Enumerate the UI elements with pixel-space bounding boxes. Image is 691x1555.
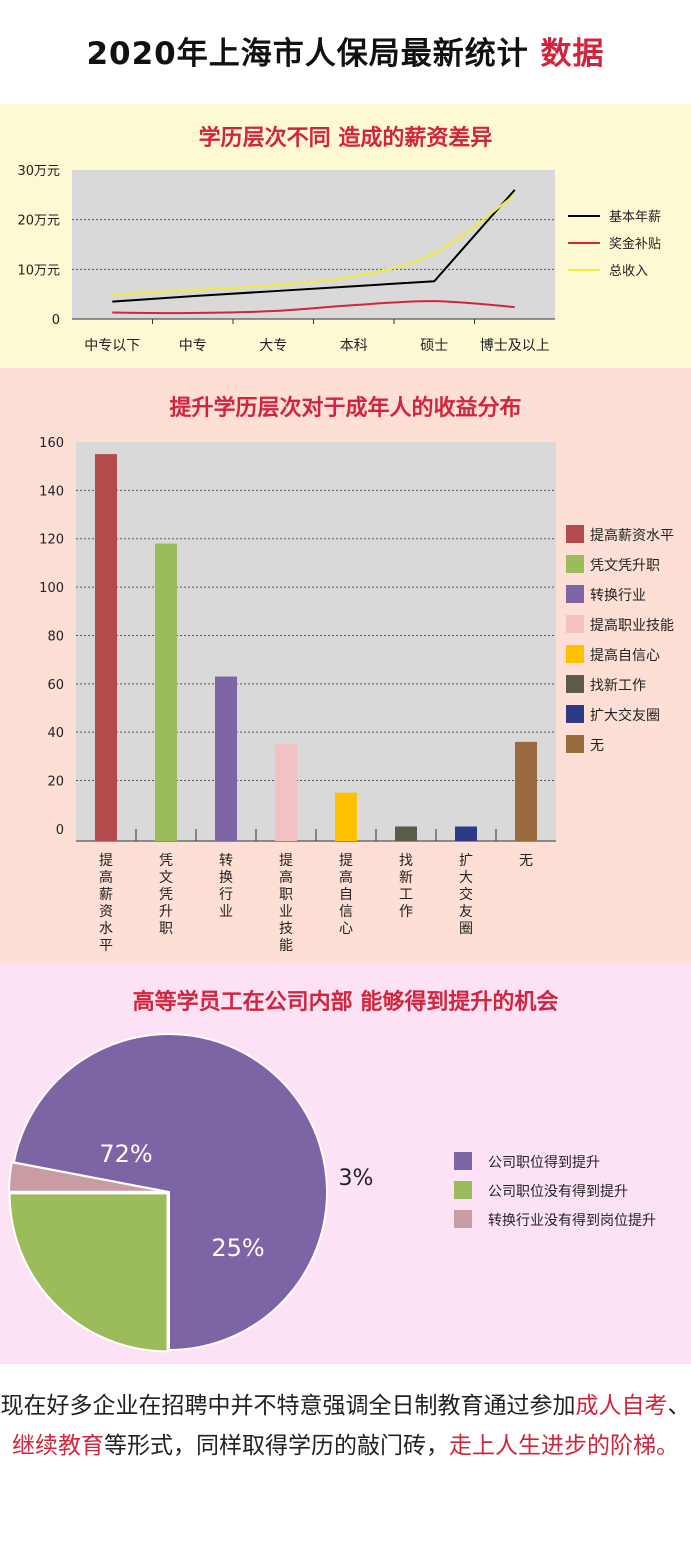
x-tick-label: 本科 [340,338,368,354]
y-tick-label: 30万元 [17,164,60,179]
slice-label: 72% [99,1140,152,1168]
y-tick-label: 20 [47,775,64,790]
promotion-pie-chart: 72% 公司职位得到提升 25% 公司职位没有得到提升 3% 转换行业没有得到岗位提升 [8,1033,656,1353]
legend-swatch [454,1181,472,1199]
footer-highlight-2: 继续教育 [12,1433,104,1459]
y-tick-label: 60 [47,678,64,693]
footer-highlight-1: 成人自考 [575,1393,668,1419]
title-highlight: 数据 [540,36,605,72]
pie-slice [8,1192,169,1353]
y-tick-label: 160 [39,436,64,451]
x-tick-label: 大专 [259,338,287,354]
slice-label: 25% [211,1234,264,1262]
legend-label: 找新工作 [590,678,646,694]
x-tick-label: 提高自信心 [339,853,353,937]
bar [215,676,237,841]
legend-label: 提高自信心 [590,647,660,664]
bar [515,741,537,841]
x-tick-label: 无 [519,853,533,869]
footer-part-2: 、 [667,1393,691,1419]
y-tick-label: 140 [39,484,64,499]
legend-swatch [566,555,584,573]
legend-label: 提高薪资水平 [590,527,674,544]
series-line [112,194,516,296]
y-tick-label: 0 [52,313,60,328]
plot-area [76,442,556,841]
legend-label: 凭文凭升职 [590,558,660,574]
salary-difference-section: 学历层次不同 造成的薪资差异 0 10万元 20万元 30万元中专以下 中专 大专 本科 硕士… [0,104,691,368]
legend-swatch [566,585,584,603]
series-line [112,300,515,315]
x-tick-label: 提高职业技能 [279,853,293,954]
pie-slice [8,1161,168,1193]
footer-text: 现在好多企业在招聘中并不特意强调全日制教育通过参加成人自考、继续教育等形式，同样… [0,1386,691,1466]
x-tick-label: 凭文凭升职 [159,853,173,937]
legend-swatch [566,735,584,753]
legend-label: 扩大交友圈 [590,707,660,724]
x-tick-label: 中专 [179,338,207,354]
footer-part-1: 现在好多企业在招聘中并不特意强调全日制教育通过参加 [0,1393,576,1419]
x-tick-label: 扩大交友圈 [459,853,473,937]
x-tick-label: 博士及以上 [480,337,550,354]
legend-swatch [566,645,584,663]
y-tick-label: 120 [39,533,64,548]
pie-slice [12,1033,328,1352]
legend-swatch [566,675,584,693]
legend-label: 转换行业没有得到岗位提升 [488,1212,656,1229]
legend-label: 公司职位得到提升 [488,1154,600,1171]
bar [275,744,297,841]
x-tick-label: 中专以下 [84,338,140,354]
footer-highlight-3: 走上人生进步的阶梯。 [449,1433,679,1459]
x-tick-label: 转换行业 [219,853,233,920]
bar [95,454,117,841]
legend-swatch [566,705,584,723]
plot-area [72,170,555,319]
series-line [112,189,516,303]
legend-swatch [454,1152,472,1170]
legend-label: 总收入 [609,264,648,279]
legend-swatch [566,615,584,633]
y-tick-label: 80 [47,629,64,644]
legend-label: 基本年薪 [609,210,661,225]
x-tick-label: 找新工作 [399,853,413,920]
line-chart-title: 学历层次不同 造成的薪资差异 [198,126,493,151]
y-tick-label: 10万元 [17,263,60,278]
bar [155,543,177,841]
bar [395,826,417,841]
legend-swatch [454,1210,472,1228]
pie-chart-title: 高等学员工在公司内部 能够得到提升的机会 [132,990,559,1015]
page-title: 2020年上海市人保局最新统计 数据 [0,28,691,73]
bar [455,826,477,841]
x-tick-label: 提高薪资水平 [99,853,113,954]
legend-label: 提高职业技能 [590,617,674,634]
legend-label: 无 [590,738,604,754]
slice-label: 3% [339,1166,374,1191]
y-tick-label: 40 [47,726,64,741]
y-tick-label: 0 [56,823,64,838]
x-tick-label: 硕士 [420,338,448,354]
promotion-section: 高等学员工在公司内部 能够得到提升的机会 72% 公司职位得到提升 25% 公司职位没… [0,964,691,1364]
legend-label: 奖金补贴 [609,236,661,252]
footer-part-3: 等形式，同样取得学历的敲门砖， [104,1433,449,1459]
bar-chart-title: 提升学历层次对于成年人的收益分布 [169,396,522,421]
y-tick-label: 100 [39,581,64,596]
legend-label: 公司职位没有得到提升 [488,1183,628,1200]
bar [335,792,357,841]
y-tick-label: 20万元 [17,214,60,229]
title-main: 2020年上海市人保局最新统计 [86,36,529,72]
legend-swatch [566,525,584,543]
benefit-bar-chart: 020406080100120140160提高薪资水平提高薪资水平凭文凭升职凭文… [39,436,674,954]
benefit-distribution-section: 提升学历层次对于成年人的收益分布 0 20 40 60 80 100 120 140 160 提高… [0,368,691,964]
legend-label: 转换行业 [590,587,646,604]
